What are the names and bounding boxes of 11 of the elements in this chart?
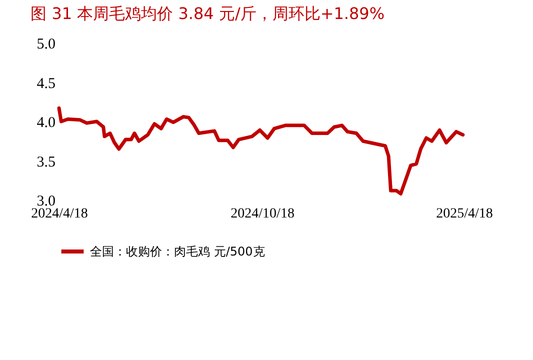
y-tick-label: 4.0 (36, 115, 56, 131)
y-tick-label: 5.0 (36, 36, 56, 52)
line-series (57, 106, 465, 196)
chart-title: 图 31 本周毛鸡均价 3.84 元/斤，周环比+1.89% (30, 4, 385, 23)
x-tick-label: 2025/4/18 (436, 206, 493, 222)
y-tick-label: 3.0 (36, 194, 56, 210)
x-tick-label: 2024/4/18 (31, 206, 88, 222)
x-tick-label: 2024/10/18 (230, 206, 294, 222)
legend-label: 全国：收购价：肉毛鸡 元/500克 (90, 244, 265, 258)
y-tick-label: 3.5 (36, 154, 56, 170)
y-tick-label: 4.5 (36, 76, 56, 92)
